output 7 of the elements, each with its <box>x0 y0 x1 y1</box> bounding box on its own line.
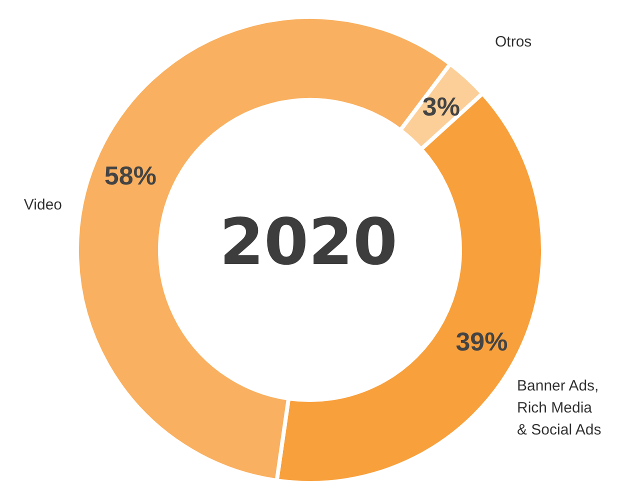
data-label: 3% <box>422 91 460 122</box>
data-label: 39% <box>456 326 508 356</box>
text: 2020 <box>219 206 398 280</box>
slice-label: Banner Ads, Rich Media & Social Ads <box>517 378 602 438</box>
data-label: 58% <box>104 160 156 190</box>
slice-label: Otros <box>495 34 532 50</box>
slice-label: Video <box>24 196 62 214</box>
